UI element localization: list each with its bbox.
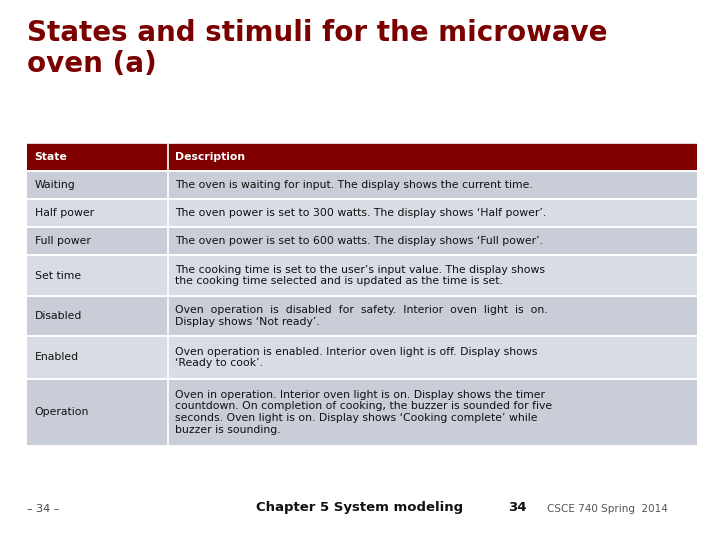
Text: Set time: Set time [35, 271, 81, 281]
Bar [27, 199, 697, 227]
Text: Enabled: Enabled [35, 353, 78, 362]
Text: The cooking time is set to the user’s input value. The display shows
the cooking: The cooking time is set to the user’s in… [175, 265, 545, 287]
Text: Half power: Half power [35, 208, 94, 218]
Text: State: State [35, 152, 67, 162]
Text: – 34 –: – 34 – [27, 504, 60, 514]
Text: States and stimuli for the microwave
oven (a): States and stimuli for the microwave ove… [27, 19, 608, 78]
Bar [27, 143, 697, 171]
Text: The oven power is set to 600 watts. The display shows ‘Full power’.: The oven power is set to 600 watts. The … [175, 237, 543, 246]
Bar [27, 379, 697, 446]
Text: The oven power is set to 300 watts. The display shows ‘Half power’.: The oven power is set to 300 watts. The … [175, 208, 546, 218]
Text: Oven  operation  is  disabled  for  safety.  Interior  oven  light  is  on.
Disp: Oven operation is disabled for safety. I… [175, 306, 548, 327]
Bar [27, 171, 697, 199]
Bar [27, 336, 697, 379]
Bar [27, 227, 697, 255]
Text: Full power: Full power [35, 237, 91, 246]
Text: Disabled: Disabled [35, 311, 82, 321]
Bar [27, 255, 697, 296]
Text: Operation: Operation [35, 407, 89, 417]
Text: 34: 34 [508, 501, 526, 514]
Text: CSCE 740 Spring  2014: CSCE 740 Spring 2014 [547, 504, 668, 514]
Text: Chapter 5 System modeling: Chapter 5 System modeling [256, 501, 464, 514]
Text: The oven is waiting for input. The display shows the current time.: The oven is waiting for input. The displ… [175, 180, 533, 190]
Text: Oven in operation. Interior oven light is on. Display shows the timer
countdown.: Oven in operation. Interior oven light i… [175, 390, 552, 435]
Bar [27, 296, 697, 336]
Text: Waiting: Waiting [35, 180, 76, 190]
Text: Description: Description [175, 152, 245, 162]
Text: Oven operation is enabled. Interior oven light is off. Display shows
‘Ready to c: Oven operation is enabled. Interior oven… [175, 347, 537, 368]
